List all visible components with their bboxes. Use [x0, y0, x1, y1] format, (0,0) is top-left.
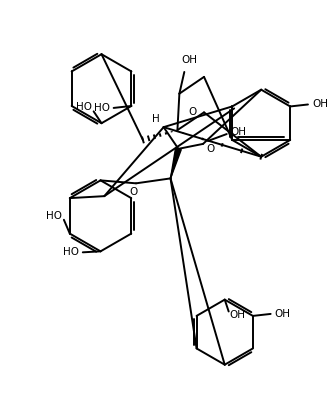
Text: H: H [152, 114, 160, 124]
Text: HO: HO [94, 103, 110, 113]
Text: O: O [207, 144, 215, 154]
Text: HO: HO [63, 247, 79, 258]
Text: OH: OH [312, 99, 328, 110]
Text: HO: HO [76, 103, 92, 112]
Text: O: O [129, 187, 137, 197]
Polygon shape [171, 148, 181, 178]
Text: OH: OH [275, 309, 291, 319]
Text: HO: HO [46, 211, 62, 221]
Text: O: O [188, 108, 196, 117]
Text: OH: OH [231, 127, 247, 137]
Text: OH: OH [230, 310, 246, 321]
Text: OH: OH [181, 55, 197, 65]
